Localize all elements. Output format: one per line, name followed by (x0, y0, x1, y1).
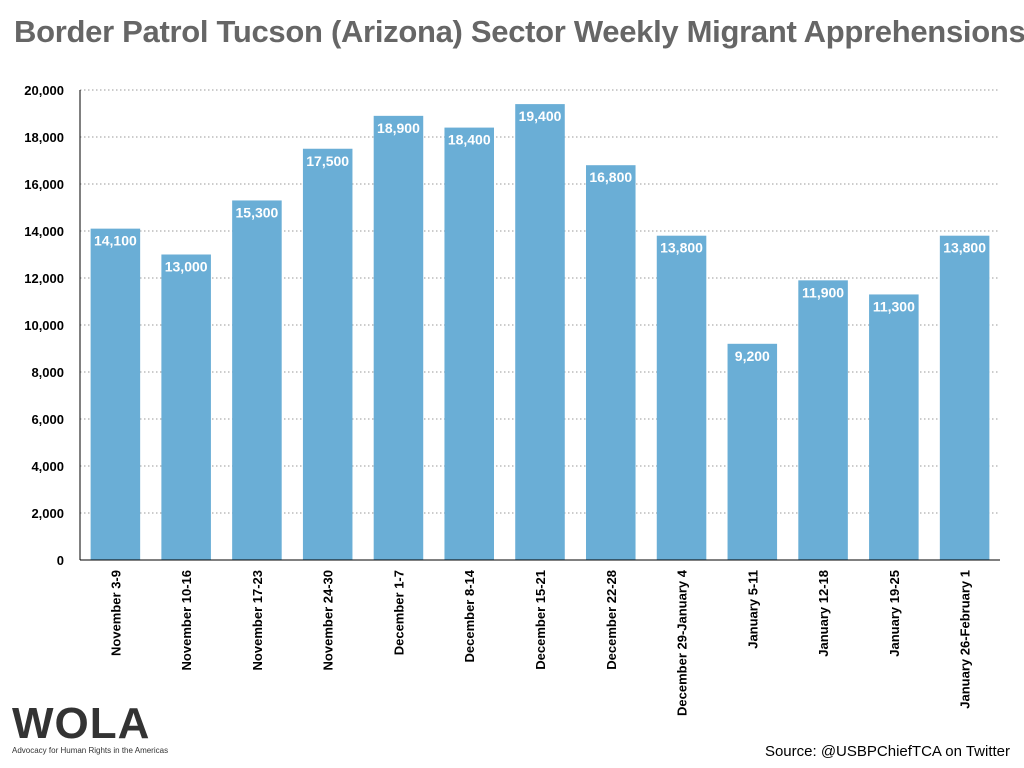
labels: 0 2,000 4,000 6,000 8,000 10,000 12,000 14,000 1… (24, 83, 986, 716)
bar-value-label: 15,300 (236, 204, 279, 220)
x-tick-label: December 29-January 4 (675, 569, 690, 716)
y-tick-label: 4,000 (31, 459, 64, 474)
x-tick-label: December 1-7 (391, 570, 406, 655)
bar (515, 104, 565, 560)
bar-value-label: 13,000 (165, 259, 208, 275)
bar-value-label: 13,800 (943, 240, 986, 256)
bar-value-label: 9,200 (735, 348, 770, 364)
y-tick-label: 16,000 (24, 177, 64, 192)
x-tick-label: January 12-18 (816, 570, 831, 657)
bar-value-label: 17,500 (306, 153, 349, 169)
y-tick-label: 0 (57, 553, 64, 568)
logo-tagline: Advocacy for Human Rights in the America… (12, 746, 169, 755)
x-tick-label: November 24-30 (321, 570, 336, 670)
x-tick-label: December 8-14 (462, 569, 477, 662)
bar (939, 235, 990, 560)
chart-title: Border Patrol Tucson (Arizona) Sector We… (14, 14, 1024, 49)
y-tick-label: 12,000 (24, 271, 64, 286)
x-tick-label: November 10-16 (179, 570, 194, 670)
x-tick-label: January 26-February 1 (958, 570, 973, 709)
bar-value-label: 16,800 (589, 169, 632, 185)
y-tick-label: 14,000 (24, 224, 64, 239)
bar (869, 294, 919, 560)
logo-wordmark: WOLA (12, 699, 151, 748)
bar (373, 115, 424, 560)
y-tick-label: 2,000 (31, 506, 64, 521)
source-note: Source: @USBPChiefTCA on Twitter (764, 743, 1010, 760)
x-tick-label: January 19-25 (887, 570, 902, 657)
y-tick-label: 6,000 (31, 412, 64, 427)
bar (798, 280, 848, 560)
y-tick-label: 18,000 (24, 130, 64, 145)
bar-value-label: 19,400 (519, 108, 562, 124)
bar (302, 148, 353, 560)
x-tick-label: November 3-9 (108, 570, 123, 656)
bar (727, 343, 778, 560)
bar-value-label: 13,800 (660, 240, 703, 256)
bar-value-label: 14,100 (94, 233, 137, 249)
bar-value-label: 18,900 (377, 120, 420, 136)
bars (90, 104, 990, 560)
bar (586, 165, 636, 560)
bar (444, 127, 494, 560)
x-tick-label: November 17-23 (250, 570, 265, 670)
y-tick-label: 8,000 (31, 365, 64, 380)
bar-value-label: 11,300 (873, 298, 915, 314)
wola-logo: WOLA Advocacy for Human Rights in the Am… (12, 702, 172, 762)
y-tick-label: 10,000 (24, 318, 64, 333)
bar (656, 235, 707, 560)
axes (79, 90, 1000, 561)
x-tick-label: December 15-21 (533, 570, 548, 670)
bar-value-label: 18,400 (448, 132, 491, 148)
bar (90, 228, 141, 560)
bar (161, 254, 211, 560)
x-tick-label: December 22-28 (604, 570, 619, 670)
bar (232, 200, 282, 560)
y-tick-label: 20,000 (24, 83, 64, 98)
bar-value-label: 11,900 (802, 284, 844, 300)
x-tick-label: January 5-11 (745, 570, 760, 649)
